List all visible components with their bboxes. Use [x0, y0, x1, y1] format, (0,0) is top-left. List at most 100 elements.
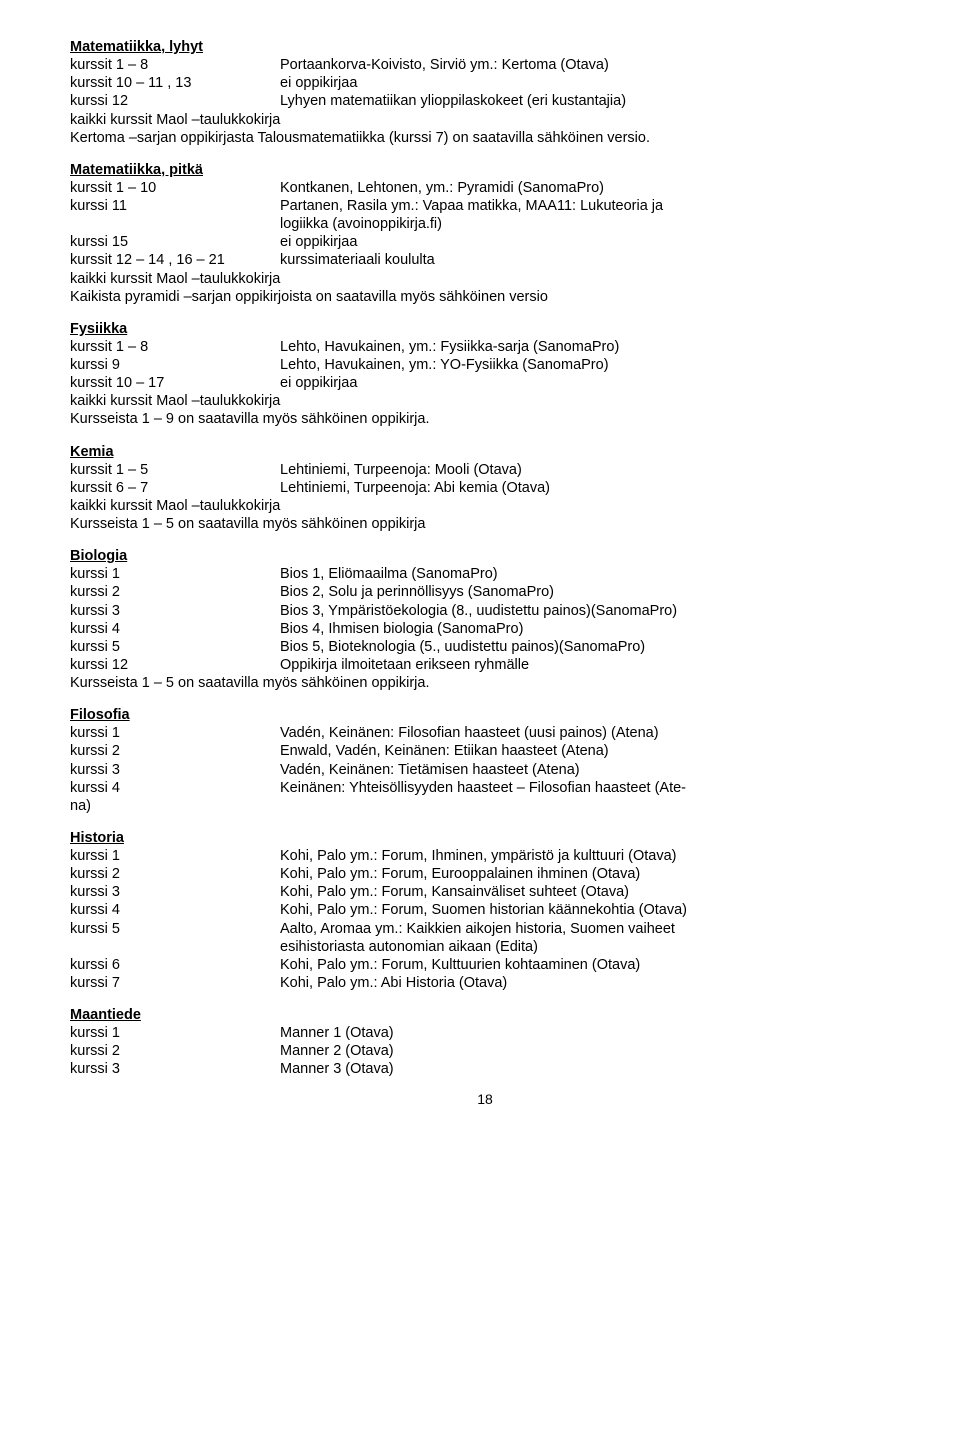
book-value: Lehtiniemi, Turpeenoja: Abi kemia (Otava…	[280, 479, 900, 497]
section-title-chemistry: Kemia	[70, 443, 900, 461]
row: kurssi 6Kohi, Palo ym.: Forum, Kulttuuri…	[70, 956, 900, 974]
course-label: kurssi 2	[70, 1042, 280, 1060]
course-label: kurssit 1 – 5	[70, 461, 280, 479]
free-text: na)	[70, 797, 900, 815]
section-title-geography: Maantiede	[70, 1006, 900, 1024]
row: kurssi 12Oppikirja ilmoitetaan erikseen …	[70, 656, 900, 674]
course-label: kurssi 5	[70, 920, 280, 938]
course-label: kurssi 1	[70, 1024, 280, 1042]
course-label: kurssi 1	[70, 847, 280, 865]
book-value: Bios 1, Eliömaailma (SanomaPro)	[280, 565, 900, 583]
book-value: Manner 3 (Otava)	[280, 1060, 900, 1078]
course-label: kurssi 1	[70, 565, 280, 583]
section-title-history: Historia	[70, 829, 900, 847]
row: kurssit 10 – 11 , 13ei oppikirjaa	[70, 74, 900, 92]
course-label: kurssi 3	[70, 761, 280, 779]
book-value: Lehto, Havukainen, ym.: YO-Fysiikka (San…	[280, 356, 900, 374]
book-value: Lyhyen matematiikan ylioppilaskokeet (er…	[280, 92, 900, 110]
book-value: Bios 4, Ihmisen biologia (SanomaPro)	[280, 620, 900, 638]
row: kurssit 1 – 8Portaankorva-Koivisto, Sirv…	[70, 56, 900, 74]
course-label: kurssi 2	[70, 865, 280, 883]
course-label: kurssi 7	[70, 974, 280, 992]
continuation-text: logiikka (avoinoppikirja.fi)	[70, 215, 900, 233]
course-label: kurssi 4	[70, 901, 280, 919]
course-label: kurssi 3	[70, 1060, 280, 1078]
row: kurssi 7Kohi, Palo ym.: Abi Historia (Ot…	[70, 974, 900, 992]
course-label: kurssit 1 – 8	[70, 56, 280, 74]
free-text: kaikki kurssit Maol –taulukkokirja	[70, 111, 900, 129]
free-text: Kertoma –sarjan oppikirjasta Talousmatem…	[70, 129, 900, 147]
free-text: Kaikista pyramidi –sarjan oppikirjoista …	[70, 288, 900, 306]
book-value: Kontkanen, Lehtonen, ym.: Pyramidi (Sano…	[280, 179, 900, 197]
course-label: kurssit 6 – 7	[70, 479, 280, 497]
free-text: kaikki kurssit Maol –taulukkokirja	[70, 497, 900, 515]
course-label: kurssi 2	[70, 583, 280, 601]
course-label: kurssit 12 – 14 , 16 – 21	[70, 251, 280, 269]
free-text: Kursseista 1 – 9 on saatavilla myös sähk…	[70, 410, 900, 428]
course-label: kurssit 1 – 10	[70, 179, 280, 197]
row: kurssi 2Bios 2, Solu ja perinnöllisyys (…	[70, 583, 900, 601]
book-value: Aalto, Aromaa ym.: Kaikkien aikojen hist…	[280, 920, 900, 938]
row: kurssit 1 – 10Kontkanen, Lehtonen, ym.: …	[70, 179, 900, 197]
row: kurssit 10 – 17ei oppikirjaa	[70, 374, 900, 392]
row: kurssi 1Kohi, Palo ym.: Forum, Ihminen, …	[70, 847, 900, 865]
section-title-biology: Biologia	[70, 547, 900, 565]
row: kurssit 1 – 8Lehto, Havukainen, ym.: Fys…	[70, 338, 900, 356]
book-value: Bios 3, Ympäristöekologia (8., uudistett…	[280, 602, 900, 620]
book-value: Vadén, Keinänen: Tietämisen haasteet (At…	[280, 761, 900, 779]
book-value: Lehtiniemi, Turpeenoja: Mooli (Otava)	[280, 461, 900, 479]
course-label: kurssi 15	[70, 233, 280, 251]
book-value: Kohi, Palo ym.: Forum, Kulttuurien kohta…	[280, 956, 900, 974]
book-value: Partanen, Rasila ym.: Vapaa matikka, MAA…	[280, 197, 900, 215]
row: kurssi 4Kohi, Palo ym.: Forum, Suomen hi…	[70, 901, 900, 919]
row: kurssi 15ei oppikirjaa	[70, 233, 900, 251]
book-value: Vadén, Keinänen: Filosofian haasteet (uu…	[280, 724, 900, 742]
section-title-math-long: Matematiikka, pitkä	[70, 161, 900, 179]
row: kurssi 1Vadén, Keinänen: Filosofian haas…	[70, 724, 900, 742]
book-value: kurssimateriaali koululta	[280, 251, 900, 269]
book-value: ei oppikirjaa	[280, 374, 900, 392]
free-text: kaikki kurssit Maol –taulukkokirja	[70, 392, 900, 410]
row: kurssi 1Manner 1 (Otava)	[70, 1024, 900, 1042]
free-text: Kursseista 1 – 5 on saatavilla myös sähk…	[70, 674, 900, 692]
course-label: kurssi 4	[70, 620, 280, 638]
course-label: kurssi 12	[70, 656, 280, 674]
course-label: kurssi 9	[70, 356, 280, 374]
row: kurssi 11Partanen, Rasila ym.: Vapaa mat…	[70, 197, 900, 215]
row: kurssi 4Bios 4, Ihmisen biologia (Sanoma…	[70, 620, 900, 638]
course-label: kurssi 3	[70, 883, 280, 901]
book-value: Bios 5, Bioteknologia (5., uudistettu pa…	[280, 638, 900, 656]
course-label: kurssit 10 – 11 , 13	[70, 74, 280, 92]
course-label: kurssi 1	[70, 724, 280, 742]
section-title-physics: Fysiikka	[70, 320, 900, 338]
course-label: kurssi 2	[70, 742, 280, 760]
book-value: ei oppikirjaa	[280, 74, 900, 92]
book-value: Kohi, Palo ym.: Abi Historia (Otava)	[280, 974, 900, 992]
free-text: kaikki kurssit Maol –taulukkokirja	[70, 270, 900, 288]
course-label: kurssi 5	[70, 638, 280, 656]
free-text: Kursseista 1 – 5 on saatavilla myös sähk…	[70, 515, 900, 533]
book-value: Kohi, Palo ym.: Forum, Eurooppalainen ih…	[280, 865, 900, 883]
section-title-philosophy: Filosofia	[70, 706, 900, 724]
book-value: Bios 2, Solu ja perinnöllisyys (SanomaPr…	[280, 583, 900, 601]
row: kurssit 12 – 14 , 16 – 21kurssimateriaal…	[70, 251, 900, 269]
row: kurssi 2Enwald, Vadén, Keinänen: Etiikan…	[70, 742, 900, 760]
book-value: Kohi, Palo ym.: Forum, Kansainväliset su…	[280, 883, 900, 901]
book-value: Kohi, Palo ym.: Forum, Ihminen, ympärist…	[280, 847, 900, 865]
row: kurssi 1Bios 1, Eliömaailma (SanomaPro)	[70, 565, 900, 583]
course-label: kurssi 12	[70, 92, 280, 110]
row: kurssi 2Kohi, Palo ym.: Forum, Eurooppal…	[70, 865, 900, 883]
section-title-math-short: Matematiikka, lyhyt	[70, 38, 900, 56]
course-label: kurssi 3	[70, 602, 280, 620]
row: kurssi 5Aalto, Aromaa ym.: Kaikkien aiko…	[70, 920, 900, 938]
book-value: Manner 2 (Otava)	[280, 1042, 900, 1060]
continuation-text: esihistoriasta autonomian aikaan (Edita)	[70, 938, 900, 956]
row: kurssi 3Bios 3, Ympäristöekologia (8., u…	[70, 602, 900, 620]
row: kurssi 3Vadén, Keinänen: Tietämisen haas…	[70, 761, 900, 779]
row: kurssi 12Lyhyen matematiikan ylioppilask…	[70, 92, 900, 110]
course-label: kurssi 4	[70, 779, 280, 797]
book-value: Portaankorva-Koivisto, Sirviö ym.: Kerto…	[280, 56, 900, 74]
course-label: kurssit 1 – 8	[70, 338, 280, 356]
book-value: Lehto, Havukainen, ym.: Fysiikka-sarja (…	[280, 338, 900, 356]
book-value: ei oppikirjaa	[280, 233, 900, 251]
